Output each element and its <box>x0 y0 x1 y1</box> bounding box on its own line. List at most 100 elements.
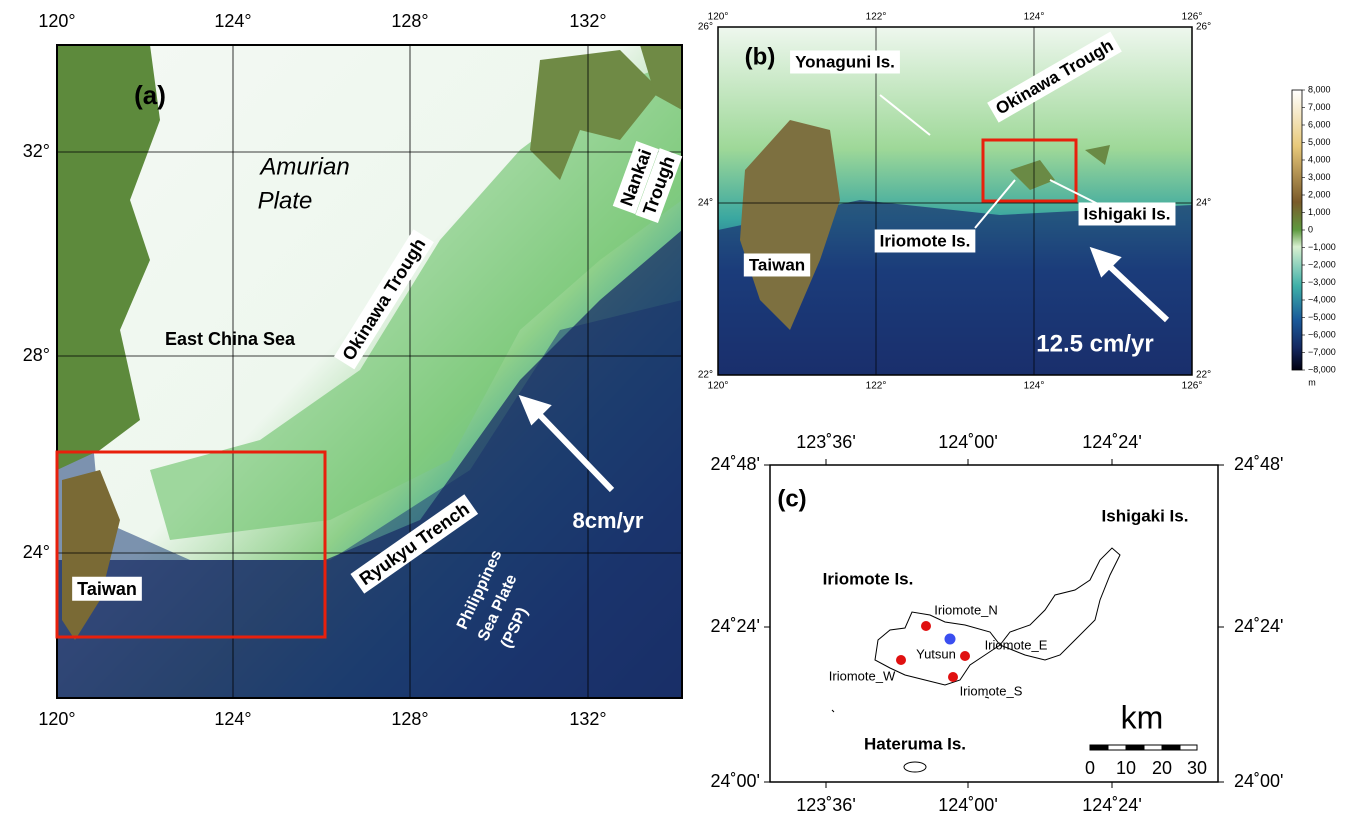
station-label: Iriomote_N <box>934 602 998 617</box>
colorbar-label: 4,000 <box>1308 154 1331 164</box>
scale-tick-label: 30 <box>1187 758 1207 778</box>
station-label: Iriomote_E <box>985 637 1048 652</box>
label-group: 30 <box>1187 758 1207 778</box>
colorbar-unit: m <box>1308 377 1316 387</box>
label-group: East China Sea <box>165 329 296 349</box>
lon-tick-label: 124˚24' <box>1082 795 1141 815</box>
label: Yonaguni Is. <box>795 52 895 71</box>
label-group: 24˚00' <box>711 771 760 791</box>
label-group: 7,000 <box>1308 102 1331 112</box>
label-group: 26° <box>698 22 713 33</box>
label: Taiwan <box>77 579 137 599</box>
label-group: 1,000 <box>1308 207 1331 217</box>
boxed-label: Iriomote Is. <box>875 229 976 252</box>
label-group: 28° <box>23 345 50 365</box>
label-group: Ishigaki Is. <box>1102 506 1189 525</box>
label-group: 124° <box>214 11 251 31</box>
label: Amurian <box>258 153 349 180</box>
scale-tick-label: 10 <box>1116 758 1136 778</box>
label-group: 124° <box>1024 12 1045 23</box>
scale-tick-label: 20 <box>1152 758 1172 778</box>
lon-tick-label: 124° <box>1024 381 1045 392</box>
lon-tick-label: 123˚36' <box>796 432 855 452</box>
label-group: 24° <box>23 542 50 562</box>
colorbar-label: −8,000 <box>1308 364 1336 374</box>
label-group: 4,000 <box>1308 154 1331 164</box>
colorbar-label: −1,000 <box>1308 242 1336 252</box>
label-group: (a) <box>134 80 166 110</box>
label-group: 26° <box>1196 22 1211 33</box>
lon-tick-label: 132° <box>569 709 606 729</box>
lon-tick-label: 120° <box>38 11 75 31</box>
lat-tick-label: 24° <box>1196 198 1211 209</box>
label-group: −2,000 <box>1308 259 1336 269</box>
label-group: Iriomote_W <box>829 668 896 683</box>
label-group: 24˚24' <box>1234 616 1283 636</box>
label-group: Yutsun <box>916 646 956 661</box>
colorbar-label: 6,000 <box>1308 119 1331 129</box>
label-group: 124° <box>214 709 251 729</box>
lon-tick-label: 120° <box>708 381 729 392</box>
label-group: 0 <box>1085 758 1095 778</box>
colorbar-label: −7,000 <box>1308 347 1336 357</box>
colorbar-label: 8,000 <box>1308 84 1331 94</box>
lat-tick-label: 24˚24' <box>1234 616 1283 636</box>
lat-tick-label: 32° <box>23 141 50 161</box>
colorbar-label: −6,000 <box>1308 329 1336 339</box>
colorbar-label: −3,000 <box>1308 277 1336 287</box>
label-group: 124˚00' <box>938 795 997 815</box>
boxed-label: Ishigaki Is. <box>1079 202 1176 225</box>
label-group: −6,000 <box>1308 329 1336 339</box>
label: (b) <box>745 43 776 70</box>
lon-tick-label: 122° <box>866 12 887 23</box>
scale-unit: km <box>1121 699 1164 735</box>
label-group: 2,000 <box>1308 189 1331 199</box>
label-group: 128° <box>391 709 428 729</box>
label: Iriomote Is. <box>880 231 971 250</box>
label-group: −5,000 <box>1308 312 1336 322</box>
label-group: 5,000 <box>1308 137 1331 147</box>
label-group: Iriomote_E <box>985 637 1048 652</box>
label-group: 124° <box>1024 381 1045 392</box>
label-group: (c) <box>777 485 806 512</box>
label-group: Plate <box>258 187 313 214</box>
label-group: 22° <box>1196 370 1211 381</box>
lon-tick-label: 122° <box>866 381 887 392</box>
label-group: Hateruma Is. <box>864 734 966 753</box>
colorbar-label: 1,000 <box>1308 207 1331 217</box>
label-group: 123˚36' <box>796 795 855 815</box>
label-group: −3,000 <box>1308 277 1336 287</box>
lon-tick-label: 126° <box>1182 381 1203 392</box>
boxed-label: Yonaguni Is. <box>790 50 900 73</box>
label-group: −8,000 <box>1308 364 1336 374</box>
label: Ishigaki Is. <box>1102 506 1189 525</box>
lat-tick-label: 26° <box>698 22 713 33</box>
colorbar-label: 2,000 <box>1308 189 1331 199</box>
lat-tick-label: 22° <box>698 370 713 381</box>
lon-tick-label: 124° <box>214 709 251 729</box>
label-group: 124˚24' <box>1082 432 1141 452</box>
scale-bar <box>1090 745 1197 750</box>
colorbar-label: −4,000 <box>1308 294 1336 304</box>
label-group: 124˚00' <box>938 432 997 452</box>
lon-tick-label: 132° <box>569 11 606 31</box>
lat-tick-label: 24° <box>23 542 50 562</box>
lon-tick-label: 124˚00' <box>938 795 997 815</box>
label-group: Iriomote_N <box>934 602 998 617</box>
label-group: 122° <box>866 12 887 23</box>
label-group: Iriomote_S <box>960 683 1023 698</box>
label-group: km <box>1121 699 1164 735</box>
colorbar-label: 3,000 <box>1308 172 1331 182</box>
label-group: −4,000 <box>1308 294 1336 304</box>
label-group: 3,000 <box>1308 172 1331 182</box>
station-label: Iriomote_W <box>829 668 896 683</box>
scale-tick-label: 0 <box>1085 758 1095 778</box>
label: East China Sea <box>165 329 296 349</box>
station-label: Iriomote_S <box>960 683 1023 698</box>
lat-tick-label: 22° <box>1196 370 1211 381</box>
colorbar <box>1292 90 1302 370</box>
boxed-label: Taiwan <box>744 253 810 276</box>
label: Iriomote Is. <box>823 569 914 588</box>
label-group: 123˚36' <box>796 432 855 452</box>
maps <box>57 27 1302 782</box>
